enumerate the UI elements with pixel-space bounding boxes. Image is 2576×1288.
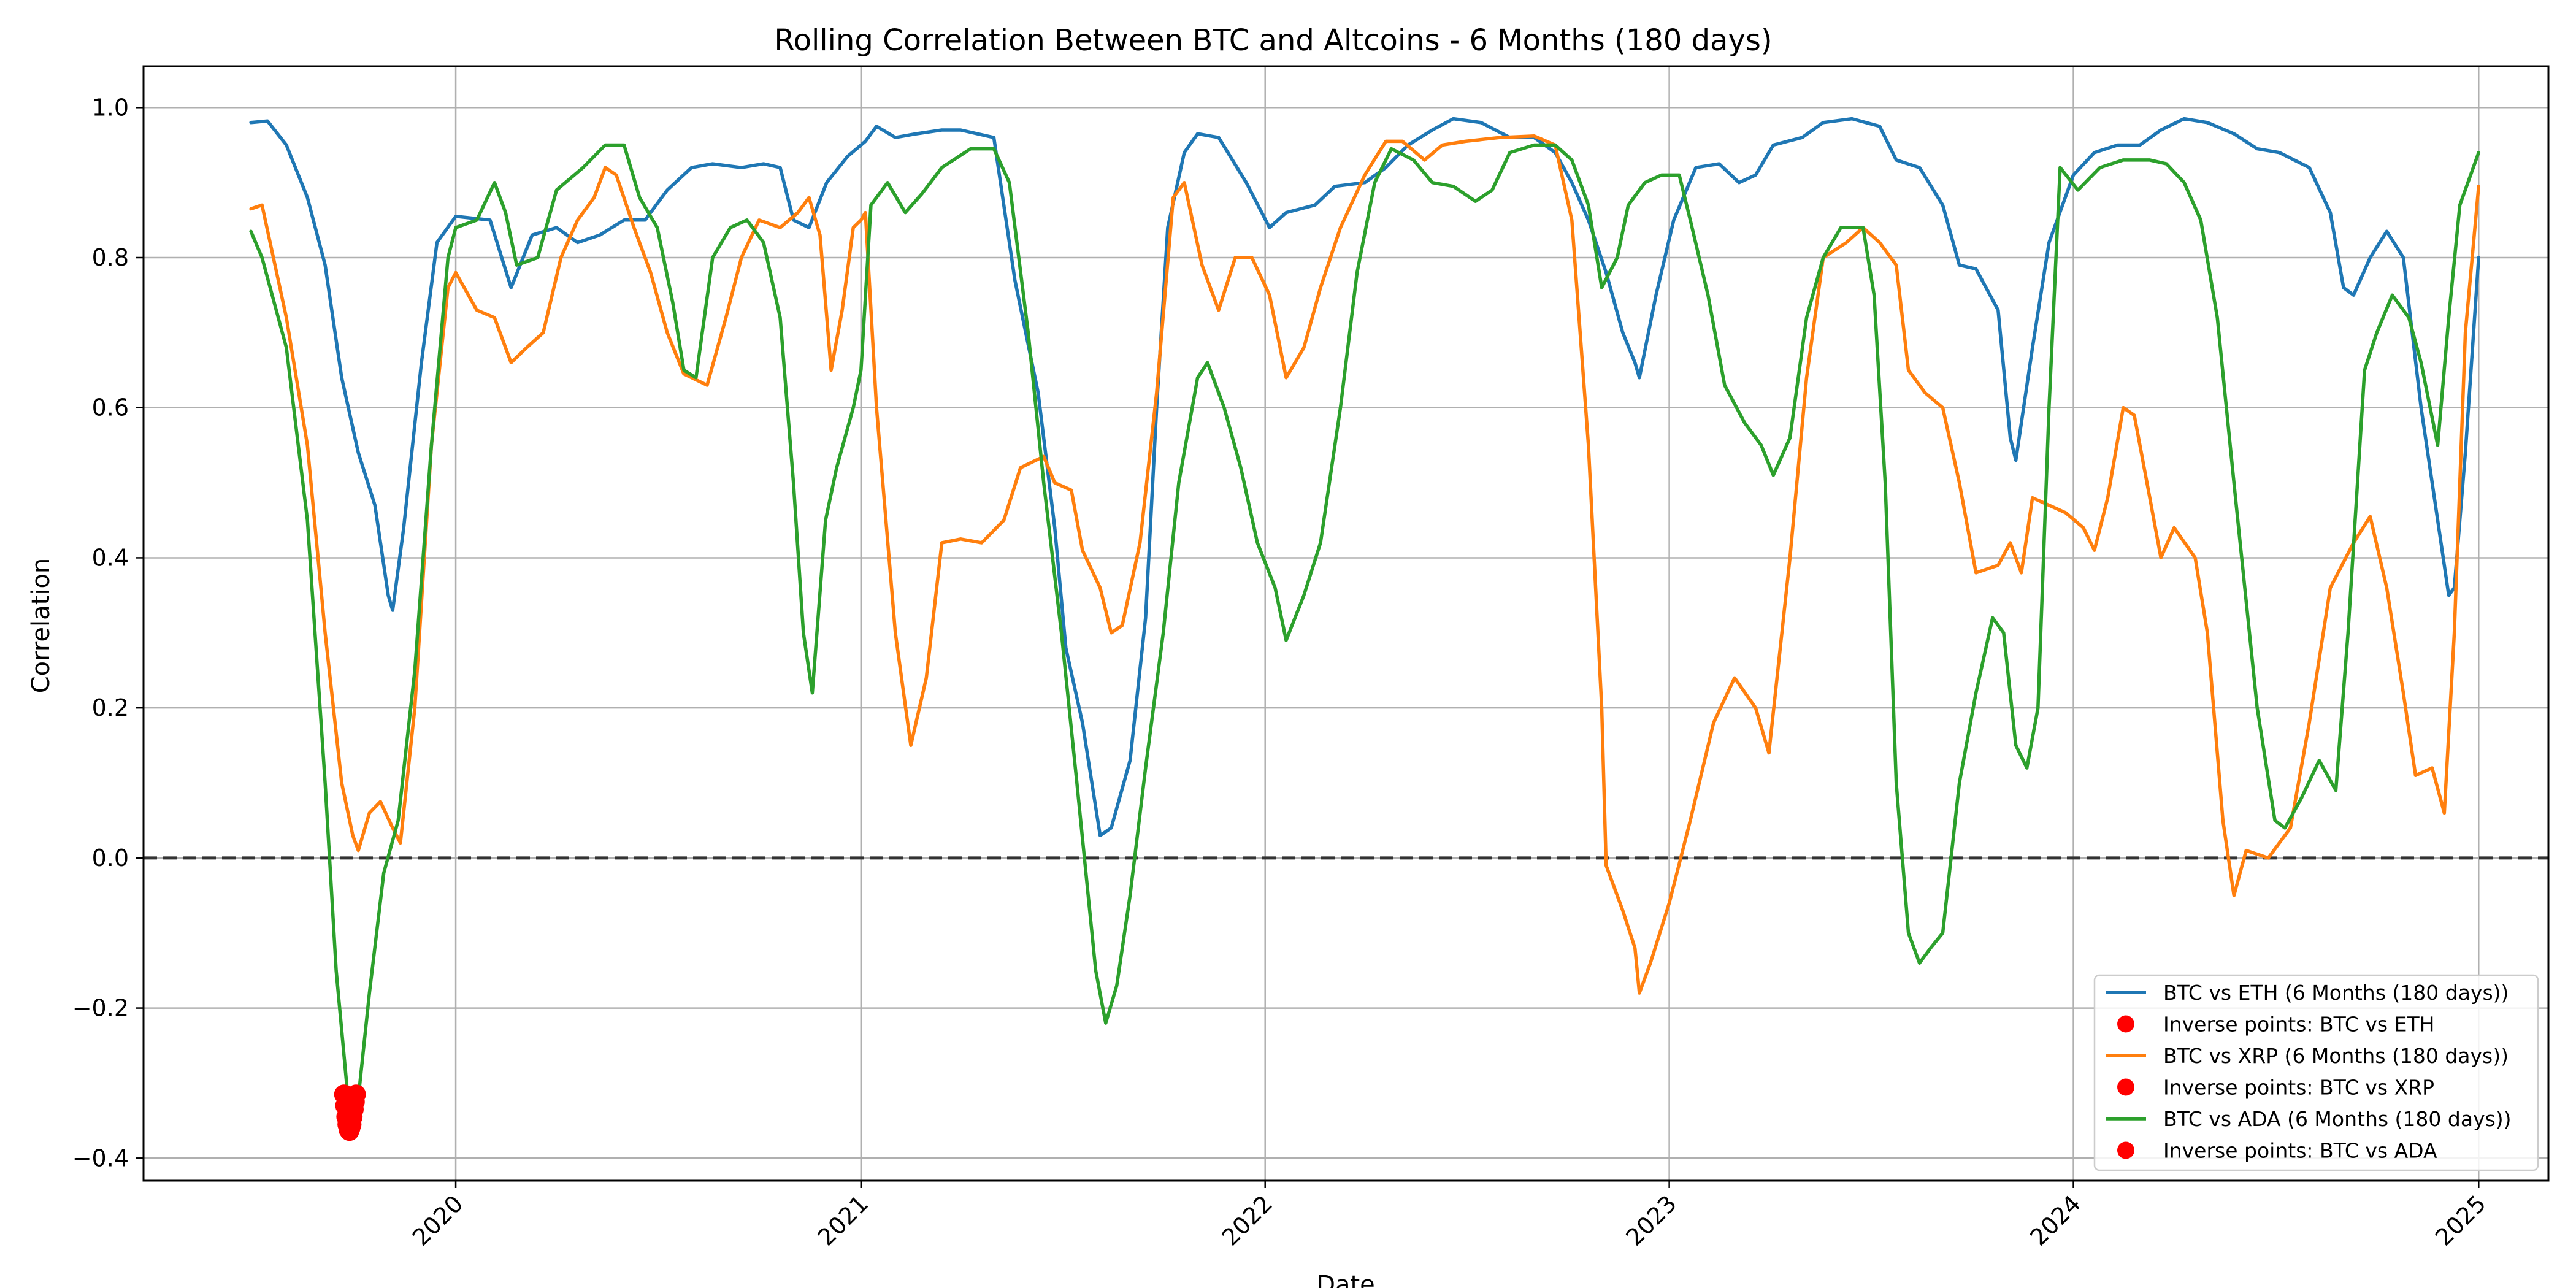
inverse-point: [346, 1084, 366, 1105]
legend-frame: [2093, 974, 2539, 1171]
y-tick-label: −0.4: [72, 1144, 129, 1171]
legend-inverse-points-btc-vs-eth-label: Inverse points: BTC vs ETH: [2163, 1013, 2434, 1037]
series-group: [249, 117, 2481, 1100]
y-tick-label: 0.4: [92, 544, 129, 571]
legend-btc-vs-ada-6-months-180-days-label: BTC vs ADA (6 Months (180 days)): [2163, 1107, 2512, 1131]
y-tick-label: 0.2: [92, 694, 129, 721]
y-tick-label: 0.8: [92, 244, 129, 271]
legend-inverse-points-btc-vs-ada-label: Inverse points: BTC vs ADA: [2163, 1139, 2437, 1163]
y-tick-label: −0.2: [72, 995, 129, 1022]
x-axis-label: Date: [1316, 1271, 1375, 1288]
series-line-btc-vs-xrp: [249, 134, 2481, 995]
y-tick-label: 1.0: [92, 94, 129, 121]
series-line-btc-vs-eth: [249, 117, 2481, 837]
legend-inverse-points-btc-vs-xrp-marker: [2117, 1078, 2134, 1096]
plot-area-frame: [142, 65, 2550, 1182]
legend-inverse-points-btc-vs-xrp-label: Inverse points: BTC vs XRP: [2163, 1076, 2434, 1100]
legend-btc-vs-xrp-6-months-180-days-label: BTC vs XRP (6 Months (180 days)): [2163, 1044, 2509, 1068]
chart-title: Rolling Correlation Between BTC and Altc…: [774, 23, 1772, 58]
legend-inverse-points-btc-vs-eth-marker: [2117, 1015, 2134, 1033]
y-tick-label: 0.0: [92, 845, 129, 872]
legend-btc-vs-eth-6-months-180-days-label: BTC vs ETH (6 Months (180 days)): [2163, 981, 2509, 1005]
legend-inverse-points-btc-vs-ada-marker: [2117, 1141, 2134, 1159]
series-line-btc-vs-ada: [249, 143, 2481, 1100]
inverse-points-group: [334, 1084, 366, 1141]
y-axis-label: Correlation: [27, 558, 55, 694]
y-tick-label: 0.6: [92, 394, 129, 421]
legend: BTC vs ETH (6 Months (180 days)) Inverse …: [2093, 974, 2539, 1171]
